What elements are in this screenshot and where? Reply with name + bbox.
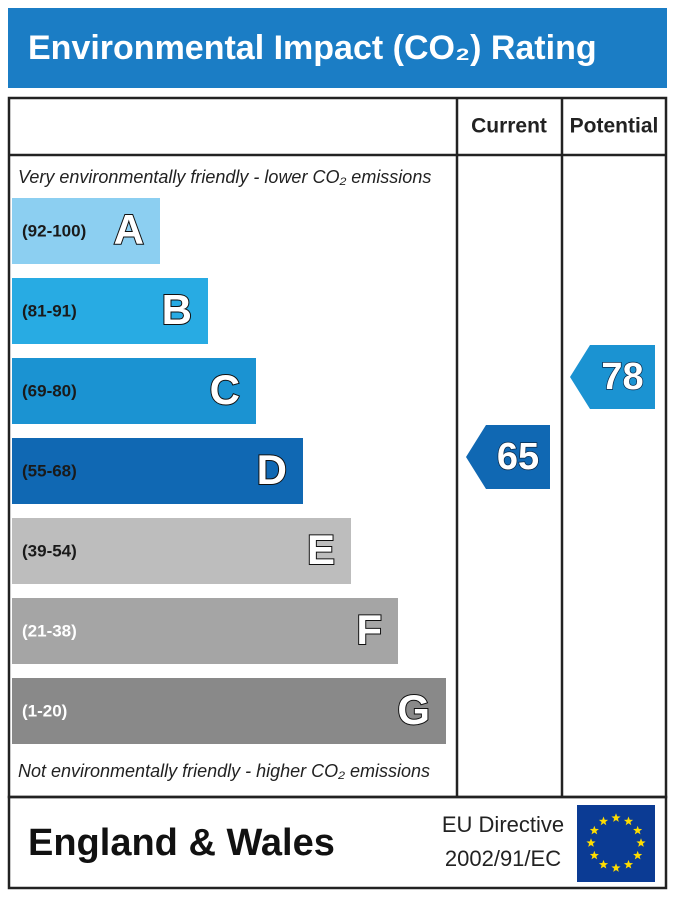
eu-star (598, 816, 609, 826)
eu-stars (586, 813, 646, 872)
band-range: (1-20) (22, 701, 67, 720)
band-letter: C (210, 366, 240, 413)
title: Environmental Impact (CO₂) Rating (28, 29, 597, 67)
eu-star (611, 863, 621, 872)
band-bar (12, 438, 303, 504)
eu-star (633, 825, 643, 835)
eu-star (589, 850, 599, 860)
rating-arrow (570, 345, 655, 409)
eu-star (636, 838, 646, 847)
band-bar (12, 598, 398, 664)
band-range: (92-100) (22, 221, 86, 240)
band-letter: B (162, 286, 192, 333)
band-letter: E (307, 526, 335, 573)
eu-star (589, 825, 599, 835)
eu-star (611, 813, 621, 822)
rating-value: 78 (601, 356, 643, 398)
band-bar (12, 518, 351, 584)
footer-frame (7, 795, 668, 890)
directive: EU Directive (442, 812, 564, 837)
eu-star (586, 838, 596, 847)
rating-value: 65 (497, 436, 539, 478)
band-letter: A (114, 206, 144, 253)
top-note: Very environmentally friendly - lower CO… (18, 167, 431, 187)
directive: 2002/91/EC (445, 846, 561, 871)
band-bar (12, 278, 208, 344)
band-range: (55-68) (22, 461, 77, 480)
column-header: Potential (570, 115, 659, 138)
band-range: (81-91) (22, 301, 77, 320)
column-header: Current (471, 115, 547, 138)
eu-star (623, 859, 634, 869)
band-bar (12, 678, 446, 744)
eu-star (633, 850, 643, 860)
rating-arrow (466, 425, 550, 489)
band-letter: D (257, 446, 287, 493)
band-range: (39-54) (22, 541, 77, 560)
band-bar (12, 198, 160, 264)
band-letter: G (397, 686, 430, 733)
eu-star (598, 859, 609, 869)
title-bar (8, 8, 667, 88)
band-range: (21-38) (22, 621, 77, 640)
band-range: (69-80) (22, 381, 77, 400)
band-letter: F (356, 606, 382, 653)
band-bar (12, 358, 256, 424)
region: England & Wales (28, 822, 335, 864)
eu-star (623, 816, 634, 826)
bottom-note: Not environmentally friendly - higher CO… (18, 761, 430, 781)
